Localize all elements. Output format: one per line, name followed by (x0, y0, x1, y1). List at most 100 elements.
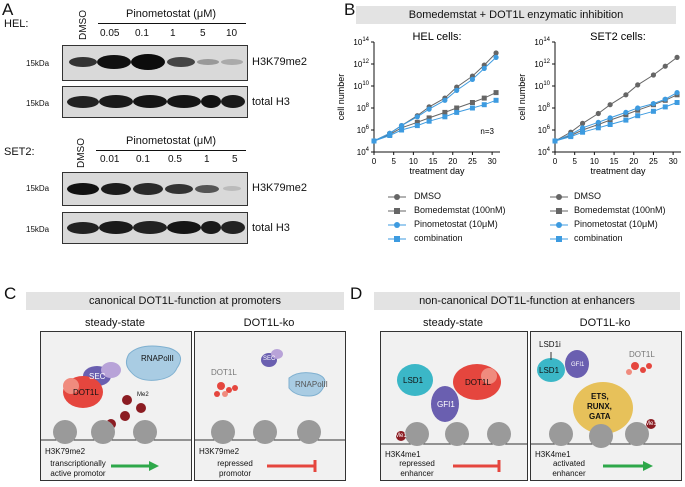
panel-c-banner-bg (26, 292, 344, 310)
chart-1-xtick-label-5: 25 (649, 157, 658, 166)
set2-cell-label: SET2: (4, 146, 35, 158)
hel-drug-title: Pinometostat (μM) (126, 8, 217, 20)
chart-0-series-1-point-3 (414, 119, 420, 125)
chart-1-series-2-point-5 (623, 109, 629, 115)
chart-0-ytick-label-5: 1014 (353, 37, 369, 47)
chart-0-series-2-line (373, 57, 497, 142)
chart-1-series-3-point-1 (568, 134, 574, 140)
chart-1-series-3-point-4 (607, 122, 613, 127)
set2-conc-1: 0.01 (100, 154, 120, 165)
chart-1-series-0-point-7 (650, 72, 657, 78)
chart-0-annotation: n=3 (480, 127, 494, 136)
d-right-gfi1-label: GFI1 (571, 362, 585, 368)
hel-drug-underline (98, 23, 246, 24)
panel-d-right-box: LSD1i LSD1 GFI1 DOT1L ETS, RUNX, GATA Me… (530, 331, 682, 481)
chart-1-xtick-label-3: 15 (610, 157, 619, 166)
d-left-caption-2: enhancer (400, 469, 434, 478)
chart-1-ytick-label-2: 108 (538, 103, 551, 113)
panel-d-letter: D (350, 284, 363, 303)
chart-0-series-1-point-9 (493, 90, 499, 96)
d-left-me-label: Me1 (395, 433, 407, 439)
panel-c-letter: C (4, 284, 17, 303)
d-right-tf3: GATA (589, 412, 611, 421)
c-left-rnapol-label: RNAPolII (141, 354, 174, 363)
set2-conc-2: 0.1 (136, 154, 150, 165)
panel-c-left-illustration (41, 345, 191, 471)
chart-0-series-3-point-7 (469, 105, 475, 111)
panel-c-left-box: RNAPolII SEC DOT1L Me2 H3K79me2 transcri… (40, 331, 192, 481)
chart-0-series-3-point-5 (442, 114, 448, 120)
chart-0-series-3-point-9 (493, 97, 499, 103)
panel-c-banner: canonical DOT1L-function at promoters (89, 295, 281, 307)
chart-0-ytick-label-4: 1012 (353, 59, 369, 69)
chart-0-xtick-label-4: 20 (448, 157, 457, 166)
chart-0-series-2-point-5 (442, 97, 448, 103)
chart-0-series-1-point-6 (454, 105, 460, 111)
chart-1-series-0-point-2 (579, 120, 586, 126)
chart-1-series-2-point-3 (595, 119, 601, 125)
chart-0-xlabel: treatment day (409, 166, 465, 176)
chart-0-xtick-label-5: 25 (468, 157, 477, 166)
chart-1-series-2-point-7 (650, 101, 657, 107)
d-left-dot1l-label: DOT1L (465, 378, 491, 387)
c-left-caption-1: transcriptionally (50, 459, 106, 468)
chart-1-series-0-point-6 (635, 82, 641, 88)
growth-charts: HEL cells: 104 106 108 1010 1012 1014 0 5 10 15 20 2… (336, 31, 681, 176)
hel-dmso-label: DMSO (78, 10, 89, 40)
chart-1-series-3-point-8 (662, 104, 668, 110)
legend-set2-item-2: Bomedemstat (100nM) (550, 204, 685, 218)
chart-1-series-2-point-2 (579, 125, 586, 131)
panel-b-letter: B (344, 0, 356, 19)
chart-0-series-3-point-0 (371, 138, 377, 144)
chart-1-ytick-label-5: 1014 (534, 37, 550, 47)
chart-1-ylabel: cell number (517, 74, 527, 121)
chart-0-series-3-point-3 (414, 123, 420, 129)
chart-0-series-2-point-3 (414, 114, 420, 120)
chart-1-series-2-point-8 (662, 96, 668, 102)
chart-1-ytick-label-3: 1010 (534, 81, 550, 91)
chart-0-xtick-label-0: 0 (372, 157, 377, 166)
legend-set2-item-4: combination (550, 232, 685, 246)
chart-1-series-3-line (554, 102, 678, 142)
set2-dmso-label: DMSO (76, 138, 87, 168)
chart-0-series-1-point-4 (426, 115, 432, 121)
chart-1-series-0-point-9 (674, 54, 680, 60)
c-right-sec-label: SEC (263, 356, 276, 362)
hel-kda-top: 15kDa (26, 59, 50, 68)
legend-set2-item-3: Pinometostat (10μM) (550, 218, 685, 232)
panel-d-banner: non-canonical DOT1L-function at enhancer… (419, 295, 635, 307)
chart-0-series-2-point-8 (481, 65, 487, 71)
chart-1-series-0-point-5 (623, 92, 629, 98)
d-right-tf2: RUNX, (587, 402, 612, 411)
chart-1-xtick-label-2: 10 (590, 157, 599, 166)
chart-0-ytick-label-2: 108 (357, 103, 370, 113)
set2-kda-bottom: 15kDa (26, 225, 50, 234)
d-right-lsd1-label: LSD1 (539, 366, 560, 375)
set2-drug-underline (96, 150, 246, 151)
chart-0-ytick-label-3: 1010 (353, 81, 369, 91)
hel-blot-total-h3 (62, 86, 248, 118)
chart-1-series-2-point-4 (607, 115, 613, 121)
set2-drug-title: Pinometostat (μM) (126, 135, 217, 147)
set2-concentrations: 0.01 0.1 0.5 1 5 (96, 154, 246, 168)
chart-1-series-3-point-2 (580, 129, 586, 135)
chart-0-series-3-point-1 (387, 133, 393, 138)
chart-0-series-3-point-4 (426, 118, 432, 124)
panel-d-banner-bg (374, 292, 680, 310)
panel-c-right-illustration (195, 349, 345, 472)
legend-hel: DMSO Bomedemstat (100nM) Pinometostat (1… (388, 190, 548, 246)
c-left-caption-2: active promotor (50, 469, 106, 478)
chart-1-ytick-label-1: 106 (538, 125, 551, 135)
c-right-caption-2: promotor (218, 469, 251, 478)
chart-1-ytick-label-0: 104 (538, 147, 551, 157)
legend-hel-item-3: Pinometostat (10μM) (388, 218, 548, 232)
hel-conc-1: 0.05 (100, 28, 120, 39)
chart-1-series-1-line (554, 94, 678, 142)
hel-conc-4: 5 (200, 28, 206, 39)
chart-1-series-3-point-6 (635, 113, 641, 119)
d-right-dot1l-label: DOT1L (629, 350, 655, 359)
chart-1-series-2-line (554, 92, 678, 142)
chart-0-ytick-label-0: 104 (357, 147, 370, 157)
chart-0-series-2-point-2 (398, 123, 405, 129)
chart-1-series-0-line (554, 56, 678, 142)
